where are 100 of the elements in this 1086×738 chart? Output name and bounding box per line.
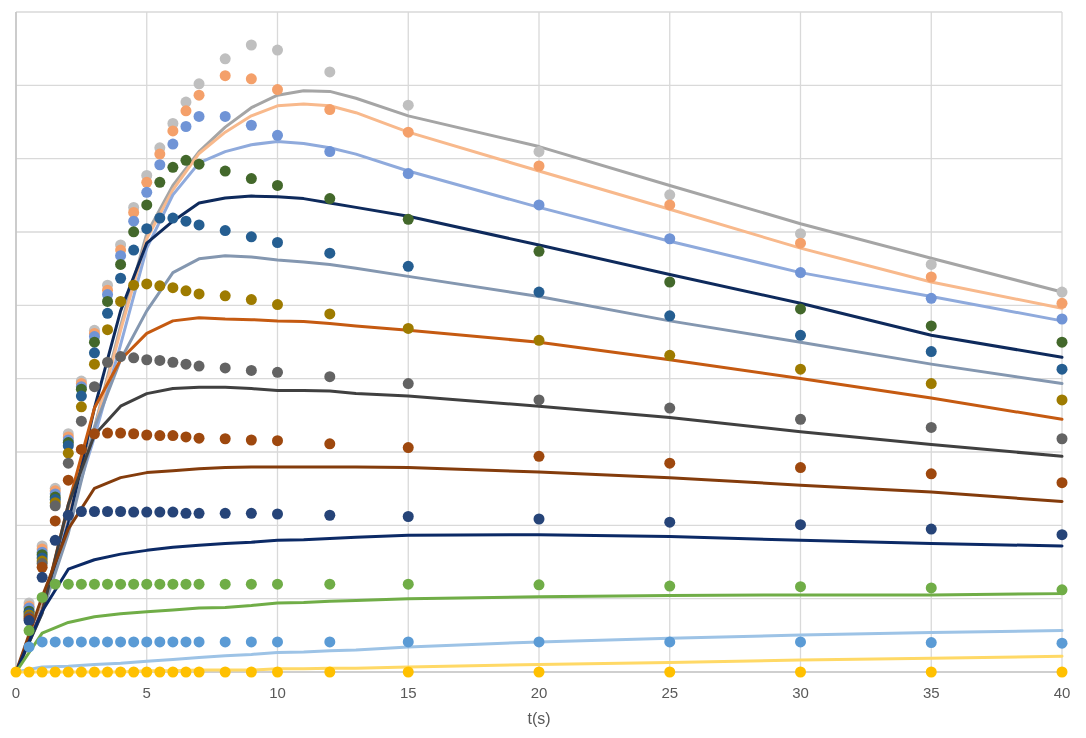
point (36, 571, 48, 583)
point (324, 104, 336, 116)
point (180, 121, 192, 133)
point (795, 228, 806, 240)
point (128, 428, 140, 440)
point (128, 244, 140, 256)
point (115, 272, 127, 284)
point (324, 666, 336, 678)
point (1056, 336, 1068, 348)
point (154, 506, 166, 518)
point (36, 636, 48, 648)
point (1056, 286, 1068, 298)
point (49, 636, 61, 648)
x-tick-label: 35 (922, 684, 940, 701)
point (402, 442, 414, 454)
point (925, 258, 937, 270)
point (102, 636, 114, 648)
point (102, 295, 114, 307)
x-axis-title: t(s) (527, 710, 551, 727)
x-tick-label: 25 (661, 684, 679, 701)
point (1056, 313, 1068, 325)
point (62, 578, 74, 590)
point (180, 154, 192, 166)
point (795, 581, 806, 593)
point (219, 362, 231, 374)
point (219, 666, 231, 678)
point (49, 578, 61, 590)
point (36, 666, 48, 678)
point (1056, 477, 1068, 489)
point (272, 44, 283, 56)
point (62, 457, 74, 469)
point (154, 148, 166, 160)
point (324, 438, 336, 450)
point (193, 507, 205, 519)
point (167, 506, 179, 518)
x-tick-label: 20 (530, 684, 548, 701)
point (795, 413, 806, 425)
point (128, 578, 140, 590)
point (141, 354, 153, 366)
point (795, 519, 806, 531)
point (1056, 394, 1068, 406)
point (141, 578, 153, 590)
point (36, 591, 48, 603)
point (193, 78, 205, 90)
point (272, 578, 283, 590)
point (49, 534, 61, 546)
point (324, 193, 336, 205)
point (795, 303, 806, 315)
x-tick-label: 5 (142, 684, 151, 701)
point (128, 215, 140, 227)
point (167, 356, 179, 368)
point (1056, 637, 1068, 649)
point (1056, 433, 1068, 445)
point (272, 179, 283, 191)
point (664, 349, 676, 361)
point (141, 278, 153, 290)
point (533, 160, 545, 172)
point (62, 636, 74, 648)
point (75, 636, 87, 648)
point (219, 507, 231, 519)
point (102, 356, 114, 368)
point (664, 516, 676, 528)
point (402, 126, 414, 138)
point (154, 578, 166, 590)
point (795, 666, 806, 678)
point (324, 636, 336, 648)
point (795, 636, 806, 648)
point (219, 433, 231, 445)
point (167, 125, 179, 137)
point (324, 247, 336, 259)
point (180, 358, 192, 370)
point (75, 666, 87, 678)
point (219, 225, 231, 237)
point (49, 666, 61, 678)
point (102, 324, 114, 336)
point (128, 506, 140, 518)
point (245, 434, 257, 446)
point (664, 199, 676, 211)
point (193, 110, 205, 122)
point (402, 378, 414, 390)
point (167, 636, 179, 648)
point (115, 427, 127, 439)
point (115, 258, 127, 270)
point (533, 666, 545, 678)
point (925, 292, 937, 304)
point (664, 233, 676, 245)
point (533, 245, 545, 257)
point (88, 358, 100, 370)
point (925, 346, 937, 358)
point (193, 89, 205, 101)
point (128, 226, 140, 238)
point (1056, 584, 1068, 596)
point (925, 421, 937, 433)
point (245, 666, 257, 678)
point (324, 146, 336, 158)
point (88, 381, 100, 393)
point (154, 176, 166, 188)
point (402, 99, 414, 111)
point (795, 237, 806, 249)
point (115, 351, 127, 363)
